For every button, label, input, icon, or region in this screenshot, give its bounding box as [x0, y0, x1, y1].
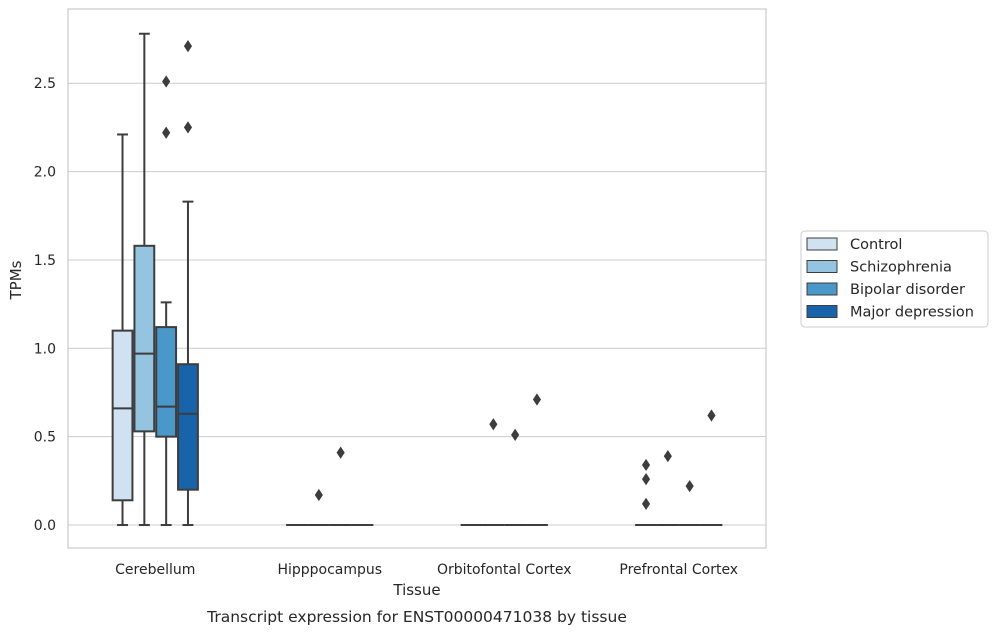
x-tick-label: Cerebellum [115, 562, 195, 578]
legend-frame [800, 230, 989, 328]
outlier-point [511, 428, 520, 442]
outlier-point [183, 121, 193, 134]
box-iqr [111, 329, 134, 502]
box-group [656, 449, 679, 527]
box-group [504, 428, 527, 527]
x-tick-label: Orbitofontal Cortex [437, 562, 572, 578]
box-group [700, 409, 723, 527]
outlier-point [314, 488, 323, 502]
box-iqr [155, 326, 178, 438]
chart-caption: Transcript expression for ENST0000047103… [206, 608, 627, 626]
box-group [111, 133, 134, 527]
x-tick-label: Hipppocampus [277, 562, 382, 578]
legend-swatch [806, 305, 838, 318]
y-tick-label: 0.0 [34, 518, 56, 534]
y-tick-label: 2.0 [34, 165, 56, 181]
y-tick-label: 2.5 [34, 76, 56, 92]
y-tick-label: 1.0 [34, 341, 56, 357]
outlier-point [162, 126, 171, 139]
outlier-point [641, 458, 651, 472]
legend-label: Control [850, 237, 902, 253]
outlier-point [707, 409, 716, 422]
x-axis-label: Tissue [392, 581, 440, 599]
outlier-point [685, 480, 694, 493]
y-axis-label: TPMs [7, 260, 25, 300]
box-group [329, 446, 352, 527]
outlier-point [641, 497, 651, 510]
legend-label: Schizophrenia [850, 260, 952, 276]
plot-area-frame [67, 8, 767, 549]
box-group [133, 32, 156, 527]
legend-label: Major depression [850, 305, 974, 321]
box-group [635, 458, 657, 527]
outlier-point [663, 449, 672, 463]
x-axis-ticks: Cerebellum Hipppocampus Orbitofontal Corte… [115, 562, 738, 578]
outlier-point [162, 75, 171, 88]
box-group [482, 418, 505, 527]
outlier-point [641, 472, 651, 486]
legend-swatch [806, 282, 838, 296]
box-group [526, 393, 548, 527]
box-group [177, 39, 199, 527]
legend-swatch [806, 260, 838, 273]
y-axis-ticks: 0.0 0.5 1.0 1.5 2.0 2.5 [34, 76, 56, 534]
box-iqr [177, 363, 199, 491]
outlier-point [183, 39, 193, 53]
outlier-point [336, 446, 345, 459]
legend: Control Schizophrenia Bipolar disorder Majo… [800, 230, 989, 328]
outlier-point [489, 418, 498, 431]
box-iqr [133, 244, 156, 433]
outlier-point [532, 393, 542, 406]
y-tick-label: 1.5 [34, 253, 56, 269]
x-tick-label: Prefrontal Cortex [619, 562, 738, 578]
box-group [307, 488, 330, 527]
box-group [678, 480, 701, 527]
box-group [155, 75, 178, 527]
y-tick-label: 0.5 [34, 430, 56, 446]
legend-label: Bipolar disorder [850, 282, 965, 298]
box-series [111, 32, 723, 527]
legend-swatch [806, 237, 838, 251]
